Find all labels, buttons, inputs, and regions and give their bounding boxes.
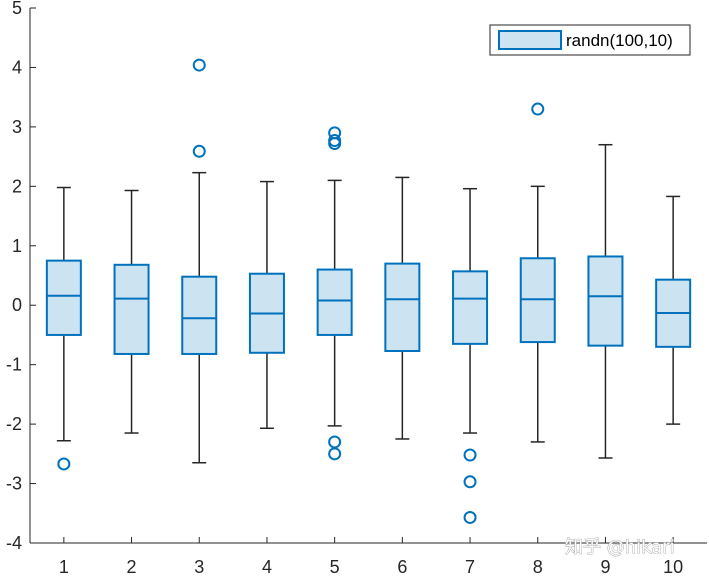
box-8: [519, 102, 556, 443]
outlier-point: [328, 134, 342, 148]
box-3: [181, 58, 218, 464]
x-tick-label: 1: [59, 557, 69, 576]
box-iqr: [316, 268, 353, 336]
y-tick-label: 3: [12, 117, 22, 137]
box-6: [384, 176, 421, 440]
outlier-point: [463, 510, 477, 524]
box-2: [113, 189, 150, 434]
x-tick-label: 4: [262, 557, 272, 576]
y-tick-label: 4: [12, 57, 22, 77]
y-tick-label: -1: [6, 355, 22, 375]
outlier-point: [463, 475, 477, 489]
x-tick-label: 8: [533, 557, 543, 576]
box-9: [587, 143, 624, 459]
watermark: 知乎 @hikari: [565, 537, 675, 558]
outlier-point: [328, 126, 342, 140]
y-tick-label: 5: [12, 0, 22, 18]
x-tick-label: 5: [330, 557, 340, 576]
x-tick-label: 6: [397, 557, 407, 576]
box-5: [316, 126, 353, 461]
box-1: [45, 186, 82, 471]
box-iqr: [45, 259, 82, 336]
box-iqr: [587, 255, 624, 347]
y-tick-label: -4: [6, 533, 22, 553]
x-tick-label: 3: [194, 557, 204, 576]
x-tick-label: 10: [663, 557, 683, 576]
legend: randn(100,10): [489, 24, 691, 56]
y-tick-label: 2: [12, 176, 22, 196]
x-tick-label: 2: [127, 557, 137, 576]
x-tick-label: 7: [465, 557, 475, 576]
box-7: [452, 187, 489, 524]
axes: -4 -3 -2 -1 0 1 2 3 4 5 1 2 3 4 5 6 7 8 9 10: [6, 0, 707, 576]
outlier-point: [463, 448, 477, 462]
outlier-point: [192, 58, 206, 72]
y-tick-label: 1: [12, 236, 22, 256]
box-series: [45, 58, 692, 524]
box-iqr: [181, 275, 218, 355]
outlier-point: [531, 102, 545, 116]
legend-swatch: [498, 30, 562, 50]
box-4: [248, 180, 285, 430]
outlier-point: [192, 144, 206, 158]
y-tick-label: -3: [6, 474, 22, 494]
y-tick-label: 0: [12, 295, 22, 315]
y-tick-label: -2: [6, 414, 22, 434]
legend-entry-label: randn(100,10): [566, 31, 673, 50]
box-iqr: [452, 270, 489, 345]
box-10: [655, 195, 692, 425]
outlier-point: [57, 457, 71, 471]
box-iqr: [113, 263, 150, 355]
outlier-point: [328, 435, 342, 449]
box-iqr: [384, 262, 421, 352]
x-tick-label: 9: [600, 557, 610, 576]
outlier-point: [328, 447, 342, 461]
